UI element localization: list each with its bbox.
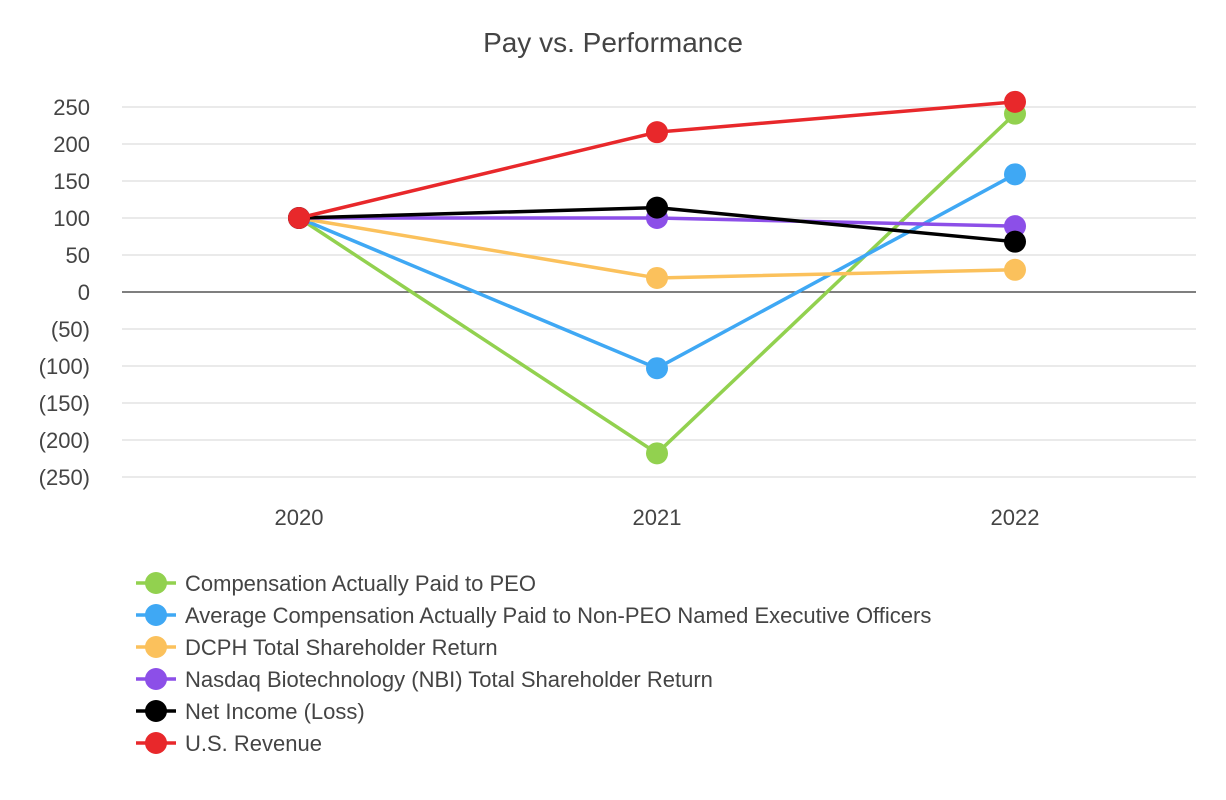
y-tick-label: (100) — [39, 354, 90, 379]
series-6 — [288, 90, 1026, 229]
legend-marker — [145, 636, 167, 658]
y-tick-label: (250) — [39, 465, 90, 490]
legend-label: Compensation Actually Paid to PEO — [185, 571, 536, 596]
legend-marker — [145, 732, 167, 754]
y-axis-ticks: 250 200 150 100 50 0 (50) (100) (150) (200) (250) — [39, 95, 90, 490]
y-tick-label: 200 — [53, 132, 90, 157]
legend: Compensation Actually Paid to PEO Average… — [136, 571, 931, 756]
series-lines — [288, 90, 1026, 465]
legend-label: Net Income (Loss) — [185, 699, 365, 724]
legend-marker — [145, 572, 167, 594]
data-point — [646, 266, 668, 289]
data-point — [1004, 163, 1026, 186]
y-tick-label: 250 — [53, 95, 90, 120]
legend-item: DCPH Total Shareholder Return — [136, 635, 498, 660]
legend-item: Average Compensation Actually Paid to No… — [136, 603, 931, 628]
x-tick-label: 2022 — [991, 505, 1040, 530]
legend-label: DCPH Total Shareholder Return — [185, 635, 498, 660]
y-tick-label: 100 — [53, 206, 90, 231]
x-axis-ticks: 2020 2021 2022 — [275, 505, 1040, 530]
x-tick-label: 2021 — [633, 505, 682, 530]
data-point — [1004, 215, 1026, 238]
legend-item: Nasdaq Biotechnology (NBI) Total Shareho… — [136, 667, 713, 692]
data-point — [646, 357, 668, 380]
y-tick-label: (200) — [39, 428, 90, 453]
legend-item: Net Income (Loss) — [136, 699, 365, 724]
legend-label: Nasdaq Biotechnology (NBI) Total Shareho… — [185, 667, 713, 692]
data-point — [1004, 230, 1026, 253]
data-point — [646, 121, 668, 144]
data-point — [1004, 90, 1026, 113]
legend-marker — [145, 668, 167, 690]
y-tick-label: 150 — [53, 169, 90, 194]
data-point — [646, 442, 668, 465]
data-point — [1004, 258, 1026, 281]
data-point — [646, 196, 668, 219]
chart-title: Pay vs. Performance — [483, 27, 743, 58]
data-point — [288, 207, 310, 229]
legend-label: Average Compensation Actually Paid to No… — [185, 603, 931, 628]
legend-label: U.S. Revenue — [185, 731, 322, 756]
y-tick-label: 0 — [78, 280, 90, 305]
legend-item: U.S. Revenue — [136, 731, 322, 756]
y-tick-label: (150) — [39, 391, 90, 416]
x-tick-label: 2020 — [275, 505, 324, 530]
y-tick-label: (50) — [51, 317, 90, 342]
y-tick-label: 50 — [66, 243, 90, 268]
legend-item: Compensation Actually Paid to PEO — [136, 571, 536, 596]
legend-marker — [145, 604, 167, 626]
gridlines — [122, 106, 1196, 478]
legend-marker — [145, 700, 167, 722]
